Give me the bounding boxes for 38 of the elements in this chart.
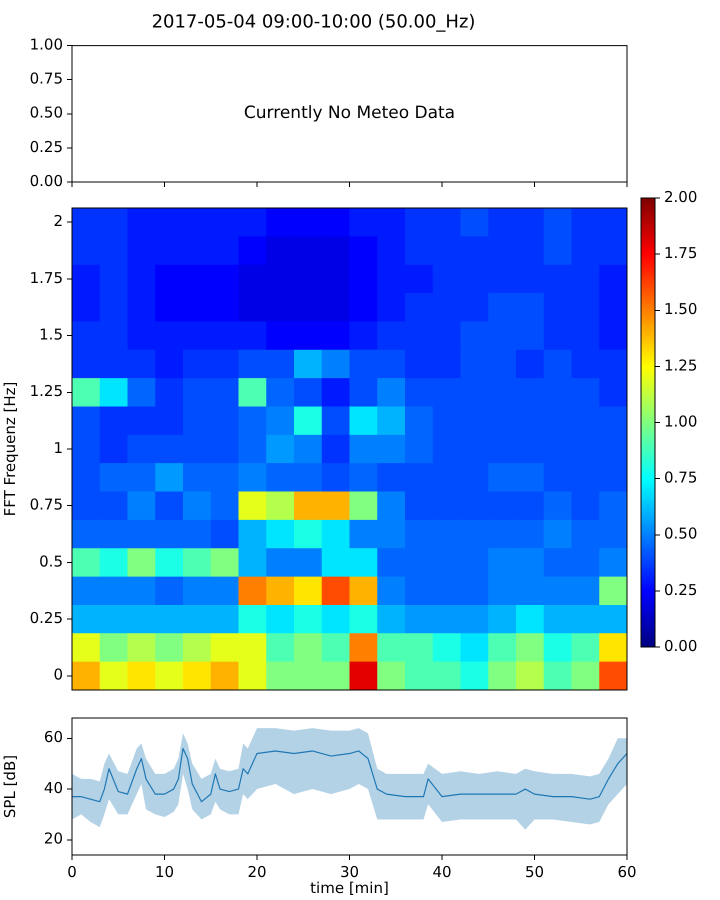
y-tick-label: 40 (44, 778, 63, 797)
y-tick-label: 2 (53, 212, 63, 230)
y-tick-label: 0.50 (30, 104, 63, 122)
y-tick-label: 1.00 (30, 35, 63, 54)
x-tick-label: 0 (67, 862, 77, 881)
y-axis-title: FFT Frequenz [Hz] (0, 382, 19, 516)
x-tick-label: 30 (340, 862, 360, 881)
color-bar-label: 0.25 (664, 580, 698, 599)
x-tick-label: 50 (524, 862, 544, 881)
y-axis-title: SPL [dB] (0, 754, 19, 818)
y-tick-label: 1.75 (30, 268, 63, 287)
color-bar-label: 0.75 (664, 468, 698, 487)
x-tick-label: 60 (617, 862, 637, 881)
color-bar-label: 0.00 (664, 636, 698, 655)
x-tick-label: 40 (432, 862, 452, 881)
y-tick-label: 1 (53, 438, 63, 457)
annotation: Currently No Meteo Data (244, 103, 456, 124)
x-axis-title: time [min] (310, 878, 389, 897)
color-bar-label: 1.50 (664, 300, 698, 318)
color-bar-label: 1.25 (664, 356, 698, 374)
y-tick-label: 1.5 (39, 325, 63, 344)
y-tick-label: 0.25 (30, 609, 63, 628)
y-tick-label: 60 (44, 728, 63, 746)
y-tick-label: 0.25 (30, 138, 63, 156)
x-tick-label: 10 (154, 862, 174, 881)
y-tick-label: 1.25 (30, 382, 63, 400)
y-tick-label: 0.5 (39, 552, 63, 570)
color-bar-label: 2.00 (664, 188, 698, 206)
x-tick-label: 20 (247, 862, 267, 881)
color-bar-label: 1.00 (664, 412, 698, 430)
color-bar-label: 1.75 (664, 244, 698, 262)
color-bar-label: 0.50 (664, 524, 698, 543)
y-tick-label: 0.00 (30, 172, 63, 190)
y-tick-label: 0.75 (30, 496, 63, 514)
y-tick-label: 0 (53, 666, 63, 684)
y-tick-label: 0.75 (30, 70, 63, 88)
chart-title: 2017-05-04 09:00-10:00 (50.00_Hz) (152, 11, 476, 32)
y-tick-label: 20 (44, 830, 63, 848)
